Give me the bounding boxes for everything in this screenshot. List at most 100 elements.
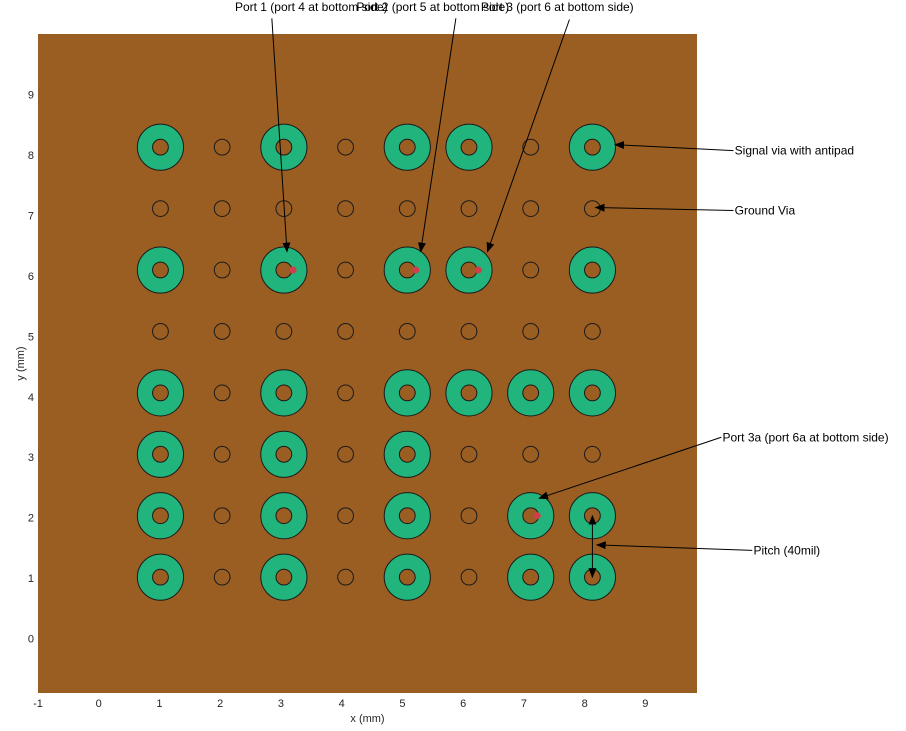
y-tick-label-4: 4 <box>28 392 34 404</box>
signal-via-24 <box>136 553 185 601</box>
via-pad <box>522 568 540 586</box>
ground-via-30 <box>337 507 354 525</box>
via-pad <box>152 568 169 586</box>
signal-via-3 <box>445 123 493 171</box>
annotation-arrow <box>486 19 570 253</box>
annotation-arrow <box>271 18 291 253</box>
annotation-3: Signal via with antipad <box>614 141 854 158</box>
via-pad <box>152 384 169 402</box>
via-pad <box>398 507 416 525</box>
via-pad <box>398 445 416 463</box>
ground-vias <box>152 138 601 586</box>
y-tick-label-6: 6 <box>28 271 34 283</box>
ground-via-11 <box>213 261 231 279</box>
annotations: Port 1 (port 4 at bottom side)Port 2 (po… <box>235 0 889 579</box>
signal-via-4 <box>568 123 616 171</box>
signal-via-0 <box>136 123 185 171</box>
via-pad <box>522 384 540 402</box>
x-tick-label-5: 4 <box>339 698 345 710</box>
via-pad <box>275 261 293 279</box>
signal-via-1 <box>260 123 308 171</box>
signal-via-8 <box>445 246 493 294</box>
signal-via-12 <box>383 369 431 417</box>
ground-via-33 <box>337 568 354 586</box>
signal-via-10 <box>136 369 185 417</box>
ground-via-15 <box>213 323 231 340</box>
signal-via-14 <box>507 369 555 417</box>
via-pad <box>584 138 601 156</box>
ground-via-23 <box>337 384 354 402</box>
x-tick-label-3: 2 <box>217 698 223 710</box>
via-pad <box>152 445 169 463</box>
ground-via-13 <box>522 261 540 279</box>
signal-via-11 <box>260 369 308 417</box>
axis-ticks: -1 0 1 2 3 4 5 6 7 8 9 0 1 2 3 4 5 6 7 8 9 <box>28 89 649 710</box>
annotation-arrow <box>595 541 753 551</box>
signal-via-19 <box>136 492 185 540</box>
via-pad <box>275 445 293 463</box>
signal-via-16 <box>136 430 185 478</box>
signal-via-20 <box>260 492 308 540</box>
y-tick-label-3: 3 <box>28 452 34 464</box>
signal-via-9 <box>568 246 616 294</box>
annotation-label: Signal via with antipad <box>735 144 854 158</box>
annotation-label: Port 1 (port 4 at bottom side) <box>235 0 388 14</box>
x-tick-label-1: 0 <box>96 698 102 710</box>
y-tick-label-8: 8 <box>28 150 34 162</box>
ground-via-20 <box>522 323 540 340</box>
signal-via-21 <box>383 492 431 540</box>
ground-via-34 <box>460 568 478 586</box>
signal-via-26 <box>383 553 431 601</box>
x-tick-label-2: 1 <box>156 698 162 710</box>
signal-via-25 <box>260 553 308 601</box>
annotation-label: Port 2 (port 5 at bottom side) <box>356 0 509 14</box>
port-marker-2 <box>474 266 482 274</box>
ground-via-9 <box>522 200 540 218</box>
via-pad <box>152 138 169 156</box>
annotation-arrow <box>594 203 734 212</box>
signal-via-5 <box>136 246 185 294</box>
ground-via-31 <box>460 507 478 525</box>
via-pad <box>275 507 293 525</box>
ground-via-22 <box>213 384 231 402</box>
ground-via-8 <box>460 200 478 218</box>
ground-via-0 <box>213 138 231 156</box>
signal-via-13 <box>445 369 493 417</box>
ground-via-1 <box>337 138 354 156</box>
ground-via-27 <box>522 445 540 463</box>
annotation-1: Port 2 (port 5 at bottom side) <box>356 0 509 253</box>
signal-via-15 <box>568 369 616 417</box>
x-tick-label-4: 3 <box>278 698 284 710</box>
via-pad <box>275 138 293 156</box>
via-pad <box>584 261 601 279</box>
signal-via-18 <box>383 430 431 478</box>
y-tick-label-5: 5 <box>28 331 34 343</box>
ground-via-2 <box>522 138 540 156</box>
ground-via-12 <box>337 261 354 279</box>
annotation-arrow <box>614 141 734 152</box>
annotation-2: Port 3 (port 6 at bottom side) <box>481 0 634 253</box>
ground-via-26 <box>460 445 478 463</box>
annotation-label: Pitch (40mil) <box>753 543 820 557</box>
ground-via-7 <box>398 200 416 218</box>
x-tick-label-6: 5 <box>399 698 405 710</box>
y-tick-label-1: 1 <box>28 573 34 585</box>
annotation-0: Port 1 (port 4 at bottom side) <box>235 0 388 253</box>
via-pad <box>275 568 293 586</box>
signal-vias <box>136 123 616 601</box>
via-pad <box>398 138 416 156</box>
x-axis-label: x (mm) <box>350 713 384 725</box>
y-tick-label-9: 9 <box>28 89 34 101</box>
port-marker-1 <box>412 266 420 274</box>
ground-via-24 <box>213 445 231 463</box>
via-pad <box>460 261 478 279</box>
port-markers <box>289 266 541 520</box>
signal-via-7 <box>383 246 431 294</box>
ground-via-6 <box>337 200 354 218</box>
ground-via-32 <box>213 568 231 586</box>
ground-via-19 <box>460 323 478 340</box>
via-pad <box>460 138 478 156</box>
annotation-6: Pitch (40mil) <box>595 541 820 557</box>
ground-via-29 <box>213 507 231 525</box>
x-tick-label-0: -1 <box>33 698 43 710</box>
